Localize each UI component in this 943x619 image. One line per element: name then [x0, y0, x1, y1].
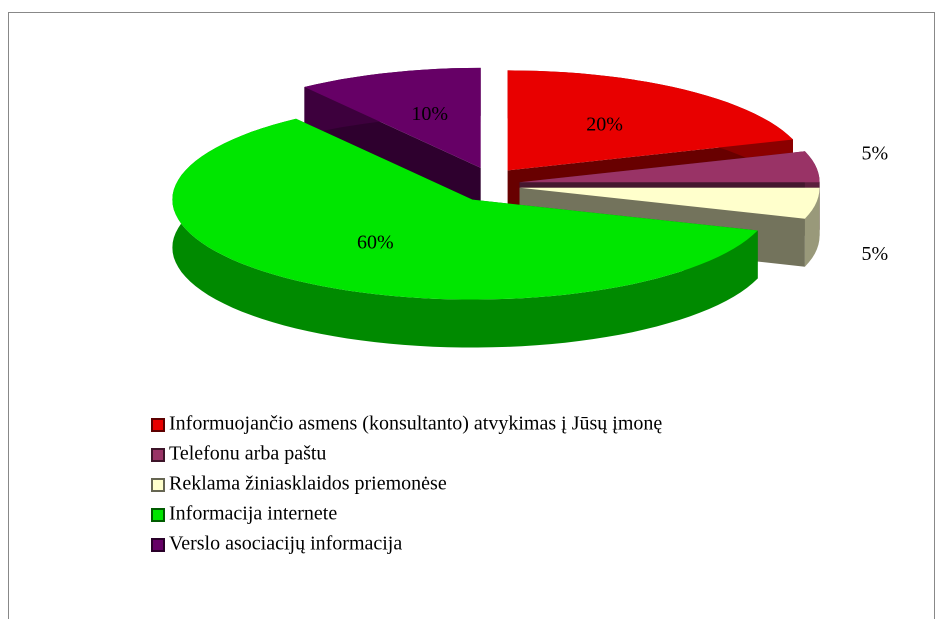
legend-label: Reklama žiniasklaidos priemonėse [169, 473, 447, 495]
legend-swatch [151, 508, 165, 522]
slice-outer-wall [172, 118, 758, 348]
legend-swatch [151, 478, 165, 492]
data-label: 20% [586, 114, 623, 136]
legend-swatch [151, 538, 165, 552]
legend-label: Informuojančio asmens (konsultanto) atvy… [169, 413, 662, 435]
data-label: 10% [411, 103, 448, 125]
slice-top [507, 70, 793, 171]
slice-top [172, 118, 758, 300]
chart-frame [8, 12, 935, 619]
legend-label: Verslo asociacijų informacija [169, 533, 402, 555]
data-label: 5% [861, 142, 888, 164]
legend-label: Telefonu arba paštu [169, 443, 326, 465]
slice-outer-wall [804, 187, 820, 267]
pie-slice [172, 118, 758, 348]
legend-label: Informacija internete [169, 503, 337, 525]
data-label: 5% [861, 243, 888, 265]
slice-top [519, 187, 820, 219]
data-label: 60% [357, 232, 394, 254]
legend-swatch [151, 448, 165, 462]
slice-top [304, 67, 481, 168]
legend-swatch [151, 418, 165, 432]
slice-top [519, 151, 820, 183]
